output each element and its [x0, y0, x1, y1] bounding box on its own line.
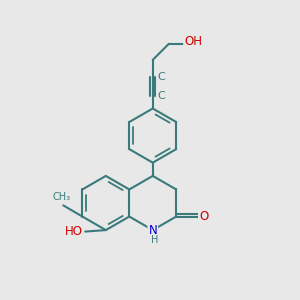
- Text: H: H: [152, 236, 159, 245]
- Text: CH₃: CH₃: [53, 192, 71, 202]
- Text: OH: OH: [184, 35, 202, 48]
- Text: HO: HO: [65, 225, 83, 238]
- Text: O: O: [199, 210, 208, 223]
- Text: C: C: [157, 91, 165, 101]
- Text: N: N: [148, 224, 157, 237]
- Text: C: C: [157, 72, 165, 82]
